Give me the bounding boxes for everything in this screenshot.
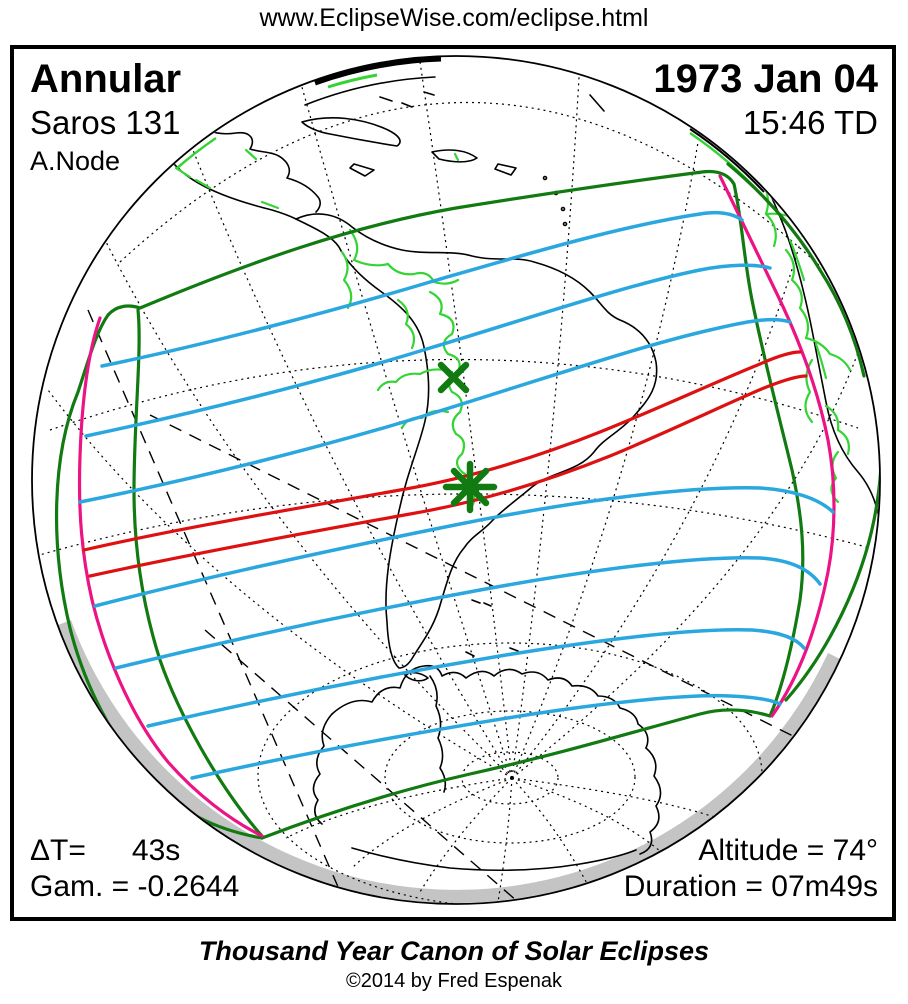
eclipse-date: 1973 Jan 04 [653, 57, 878, 101]
eclipse-info-top-left: Annular Saros 131 A.Node [30, 58, 181, 175]
globe-outline [31, 55, 881, 905]
duration-value: Duration = 07m49s [623, 869, 878, 903]
site-url: www.EclipseWise.com/eclipse.html [259, 4, 649, 32]
gamma-value: Gam. = -0.2644 [30, 869, 240, 903]
altitude-value: Altitude = 74° [698, 834, 878, 867]
magnitude-contour-lines [78, 210, 835, 780]
central-path-lines [82, 350, 808, 578]
delta-t-value: 43s [131, 834, 181, 867]
graticule-meridians [47, 59, 867, 903]
delta-t-row: ΔT= 43s [30, 835, 239, 867]
eclipse-type-label: Annular [30, 57, 182, 101]
sunrise-sunset-curves [77, 174, 836, 838]
eclipse-info-top-right: 1973 Jan 04 15:46 TD [653, 58, 878, 141]
greatest-eclipse-marker [442, 460, 498, 514]
copyright-notice: ©2014 by Fred Espenak [346, 970, 562, 992]
eclipse-info-bottom-right: Altitude = 74° Duration = 07m49s [624, 831, 878, 902]
limb-coast-segments [175, 56, 765, 196]
delta-t-label: ΔT= [30, 834, 86, 867]
node-label: A.Node [30, 145, 121, 176]
eclipse-time: 15:46 TD [742, 104, 878, 141]
eclipse-map-globe [31, 55, 881, 905]
eclipse-info-bottom-left: ΔT= 43s Gam. = -0.2644 [30, 835, 239, 902]
canon-title: Thousand Year Canon of Solar Eclipses [198, 936, 710, 966]
sub-solar-point-marker [437, 361, 470, 394]
saros-label: Saros 131 [30, 104, 181, 141]
